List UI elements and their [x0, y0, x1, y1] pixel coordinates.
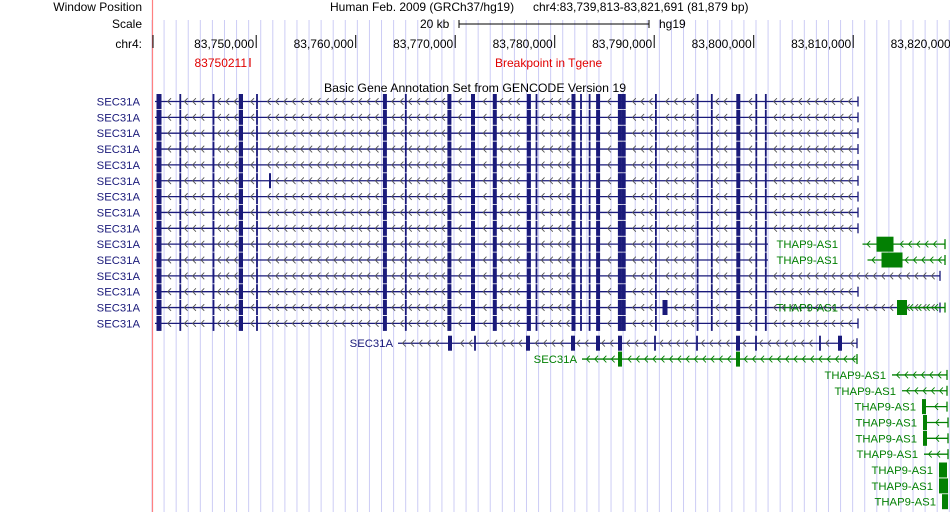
svg-text:SEC31A: SEC31A	[97, 207, 141, 219]
svg-text:SEC31A: SEC31A	[97, 176, 141, 188]
svg-text:THAP9-AS1: THAP9-AS1	[776, 255, 838, 267]
svg-text:SEC31A: SEC31A	[97, 271, 141, 283]
svg-text:SEC31A: SEC31A	[97, 239, 141, 251]
svg-text:SEC31A: SEC31A	[97, 144, 141, 156]
svg-text:SEC31A: SEC31A	[97, 112, 141, 124]
svg-text:83,800,000: 83,800,000	[692, 37, 752, 51]
svg-text:hg19: hg19	[659, 17, 686, 31]
svg-text:83,770,000: 83,770,000	[393, 37, 453, 51]
svg-text:THAP9-AS1: THAP9-AS1	[834, 386, 896, 398]
svg-text:SEC31A: SEC31A	[97, 255, 141, 267]
svg-text:Window Position: Window Position	[53, 0, 142, 14]
svg-text:Scale: Scale	[112, 17, 142, 31]
svg-text:THAP9-AS1: THAP9-AS1	[856, 449, 918, 461]
svg-text:83750211: 83750211	[195, 56, 248, 70]
svg-text:THAP9-AS1: THAP9-AS1	[824, 370, 886, 382]
svg-text:chr4:: chr4:	[115, 37, 142, 51]
svg-text:THAP9-AS1: THAP9-AS1	[855, 433, 917, 445]
svg-text:SEC31A: SEC31A	[97, 287, 141, 299]
svg-text:SEC31A: SEC31A	[350, 338, 394, 350]
svg-text:20 kb: 20 kb	[420, 17, 450, 31]
svg-text:83,790,000: 83,790,000	[592, 37, 652, 51]
svg-text:THAP9-AS1: THAP9-AS1	[776, 303, 838, 315]
svg-text:SEC31A: SEC31A	[97, 192, 141, 204]
svg-text:Breakpoint in Tgene: Breakpoint in Tgene	[495, 56, 603, 70]
svg-text:SEC31A: SEC31A	[534, 354, 578, 366]
svg-text:chr4:83,739,813-83,821,691 (81: chr4:83,739,813-83,821,691 (81,879 bp)	[533, 0, 749, 14]
svg-text:83,780,000: 83,780,000	[493, 37, 553, 51]
svg-text:SEC31A: SEC31A	[97, 97, 141, 109]
svg-text:Basic Gene Annotation Set from: Basic Gene Annotation Set from GENCODE V…	[324, 81, 626, 95]
svg-text:THAP9-AS1: THAP9-AS1	[874, 497, 936, 509]
svg-text:THAP9-AS1: THAP9-AS1	[854, 402, 916, 414]
svg-text:SEC31A: SEC31A	[97, 303, 141, 315]
svg-text:THAP9-AS1: THAP9-AS1	[776, 239, 838, 251]
svg-text:SEC31A: SEC31A	[97, 318, 141, 330]
svg-text:83,750,000: 83,750,000	[194, 37, 254, 51]
svg-text:SEC31A: SEC31A	[97, 160, 141, 172]
svg-text:SEC31A: SEC31A	[97, 128, 141, 140]
svg-text:83,760,000: 83,760,000	[294, 37, 354, 51]
svg-text:THAP9-AS1: THAP9-AS1	[855, 417, 917, 429]
svg-text:THAP9-AS1: THAP9-AS1	[871, 465, 933, 477]
svg-text:SEC31A: SEC31A	[97, 223, 141, 235]
svg-text:83,820,000: 83,820,000	[891, 37, 950, 51]
svg-text:83,810,000: 83,810,000	[791, 37, 851, 51]
svg-text:Human Feb. 2009 (GRCh37/hg19): Human Feb. 2009 (GRCh37/hg19)	[330, 0, 514, 14]
svg-text:THAP9-AS1: THAP9-AS1	[871, 481, 933, 493]
